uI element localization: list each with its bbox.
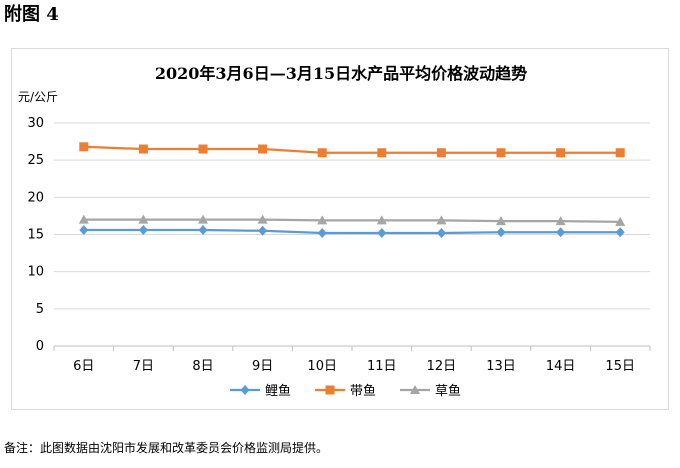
page-heading: 附图 4 xyxy=(4,4,59,25)
data-point xyxy=(377,228,387,239)
x-tick-label: 6日 xyxy=(73,359,94,374)
data-point xyxy=(376,215,387,225)
data-point xyxy=(198,225,208,236)
data-point xyxy=(556,148,566,158)
data-point xyxy=(258,144,268,154)
series-line xyxy=(83,228,621,235)
data-point xyxy=(436,215,447,225)
data-point xyxy=(615,148,625,158)
data-point xyxy=(377,148,387,158)
data-point xyxy=(198,144,208,154)
data-point xyxy=(79,225,89,236)
y-tick-label: 30 xyxy=(27,116,44,131)
axis-layer: 0 5 10 15 20 25 30 6日 7日 8日 9日 10日 11日 12日 13日 14日 15日 xyxy=(27,116,651,374)
legend-marker xyxy=(325,385,335,395)
chart-title: 2020年3月6日—3月15日水产品平均价格波动趋势 xyxy=(155,64,527,83)
data-point xyxy=(78,214,89,224)
series-line xyxy=(83,218,621,223)
data-point xyxy=(79,142,89,152)
series-layer xyxy=(78,142,626,239)
data-point xyxy=(496,227,506,238)
y-tick-label: 20 xyxy=(27,190,44,205)
legend-item: 带鱼 xyxy=(315,383,376,399)
x-tick-label: 7日 xyxy=(133,359,154,374)
y-tick-label: 0 xyxy=(36,339,44,354)
legend-label: 带鱼 xyxy=(350,383,376,399)
grid-layer xyxy=(54,122,650,347)
y-tick-label: 5 xyxy=(36,302,44,317)
data-point xyxy=(555,216,566,226)
legend-marker xyxy=(410,385,420,394)
series-2 xyxy=(79,142,625,158)
data-point xyxy=(317,148,327,158)
data-point xyxy=(138,225,148,236)
data-point xyxy=(615,216,626,226)
data-point xyxy=(615,227,625,238)
data-point xyxy=(138,214,149,224)
y-tick-label: 10 xyxy=(27,265,44,280)
series-1 xyxy=(79,225,625,239)
data-point xyxy=(317,228,327,239)
legend-item: 草鱼 xyxy=(400,383,461,399)
data-point xyxy=(138,144,148,154)
y-tick-label: 15 xyxy=(27,228,44,243)
legend-marker xyxy=(240,385,250,395)
legend-layer: 鲤鱼 带鱼 草鱼 xyxy=(230,383,461,399)
data-point xyxy=(198,214,208,224)
data-point xyxy=(556,227,566,238)
legend-label: 草鱼 xyxy=(435,383,461,399)
y-axis-label: 元/公斤 xyxy=(18,90,58,104)
data-point xyxy=(258,225,268,236)
x-tick-label: 14日 xyxy=(546,359,576,374)
chart-frame: 2020年3月6日—3月15日水产品平均价格波动趋势 元/公斤 0 5 10 15 20… xyxy=(11,48,669,410)
data-point xyxy=(436,148,446,158)
data-point xyxy=(496,148,506,158)
x-tick-label: 9日 xyxy=(252,359,273,374)
legend-label: 鲤鱼 xyxy=(265,383,291,399)
line-chart: 2020年3月6日—3月15日水产品平均价格波动趋势 元/公斤 0 5 10 15 20… xyxy=(18,64,651,399)
data-point xyxy=(496,216,506,226)
footnote: 备注：此图数据由沈阳市发展和改革委员会价格监测局提供。 xyxy=(4,441,329,455)
data-point xyxy=(436,228,446,239)
x-tick-label: 13日 xyxy=(486,359,516,374)
series-3 xyxy=(78,214,626,226)
x-tick-label: 11日 xyxy=(367,359,397,374)
series-line xyxy=(83,145,621,154)
data-point xyxy=(317,215,328,225)
legend-item: 鲤鱼 xyxy=(230,383,291,399)
x-tick-label: 15日 xyxy=(605,359,635,374)
data-point xyxy=(257,214,268,224)
x-tick-label: 12日 xyxy=(427,359,457,374)
x-tick-label: 8日 xyxy=(192,359,213,374)
x-tick-label: 10日 xyxy=(307,359,337,374)
y-tick-label: 25 xyxy=(27,153,44,168)
